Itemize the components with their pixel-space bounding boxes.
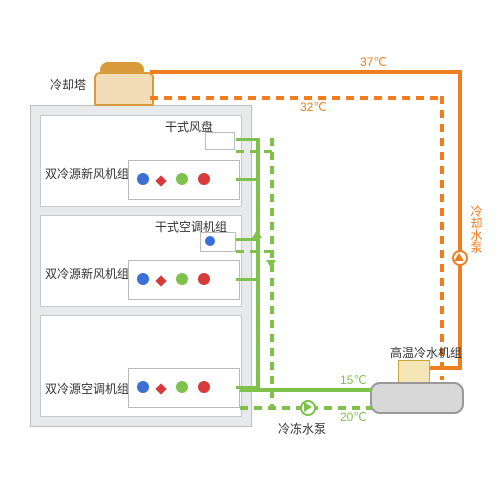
cold-riser-a xyxy=(256,138,260,392)
chiller-engine xyxy=(398,360,430,384)
cold-branch-2 xyxy=(236,238,260,241)
dry-ahu-unit xyxy=(200,232,236,252)
label-fresh-air-2: 双冷源新风机组 xyxy=(45,265,129,282)
fresh-air-unit-2 xyxy=(128,260,240,300)
dual-ahu-unit xyxy=(128,368,240,408)
cold-branch-1 xyxy=(236,138,260,141)
chilled-pump-arrow xyxy=(304,402,312,412)
hot-pipe-top xyxy=(150,70,462,74)
cold-up-arrow xyxy=(266,260,276,268)
hot-pipe-to-chiller xyxy=(430,366,462,370)
chiller-body xyxy=(370,382,464,414)
cold-riser-b xyxy=(270,138,274,410)
temp-32: 32℃ xyxy=(300,100,327,114)
label-fresh-air-1: 双冷源新风机组 xyxy=(45,165,129,182)
cold-down-arrow xyxy=(252,230,262,238)
fresh-air-unit-1 xyxy=(128,160,240,200)
hot-return-vert xyxy=(440,96,444,380)
cold-branch-2c xyxy=(236,278,260,281)
hot-pipe-right xyxy=(458,70,462,370)
temp-37: 37℃ xyxy=(360,55,387,69)
cold-branch-1b xyxy=(236,150,274,153)
label-chilled-pump: 冷冻水泵 xyxy=(278,420,326,437)
temp-20: 20℃ xyxy=(340,410,367,424)
cold-branch-2b xyxy=(236,250,274,253)
tower-cap xyxy=(100,62,144,72)
label-cooling-tower: 冷却塔 xyxy=(50,76,86,93)
label-chiller: 高温冷水机组 xyxy=(390,344,462,361)
cooling-pump-arrow xyxy=(454,253,464,261)
label-cooling-pump: 冷却水泵 xyxy=(468,205,485,253)
cold-branch-1c xyxy=(236,178,260,181)
temp-15: 15℃ xyxy=(340,373,367,387)
cooling-tower xyxy=(94,72,154,106)
cold-branch-3 xyxy=(236,386,260,389)
hot-return-top xyxy=(150,96,444,100)
label-dual-ahu: 双冷源空调机组 xyxy=(45,380,129,397)
fancoil-unit xyxy=(205,132,235,150)
